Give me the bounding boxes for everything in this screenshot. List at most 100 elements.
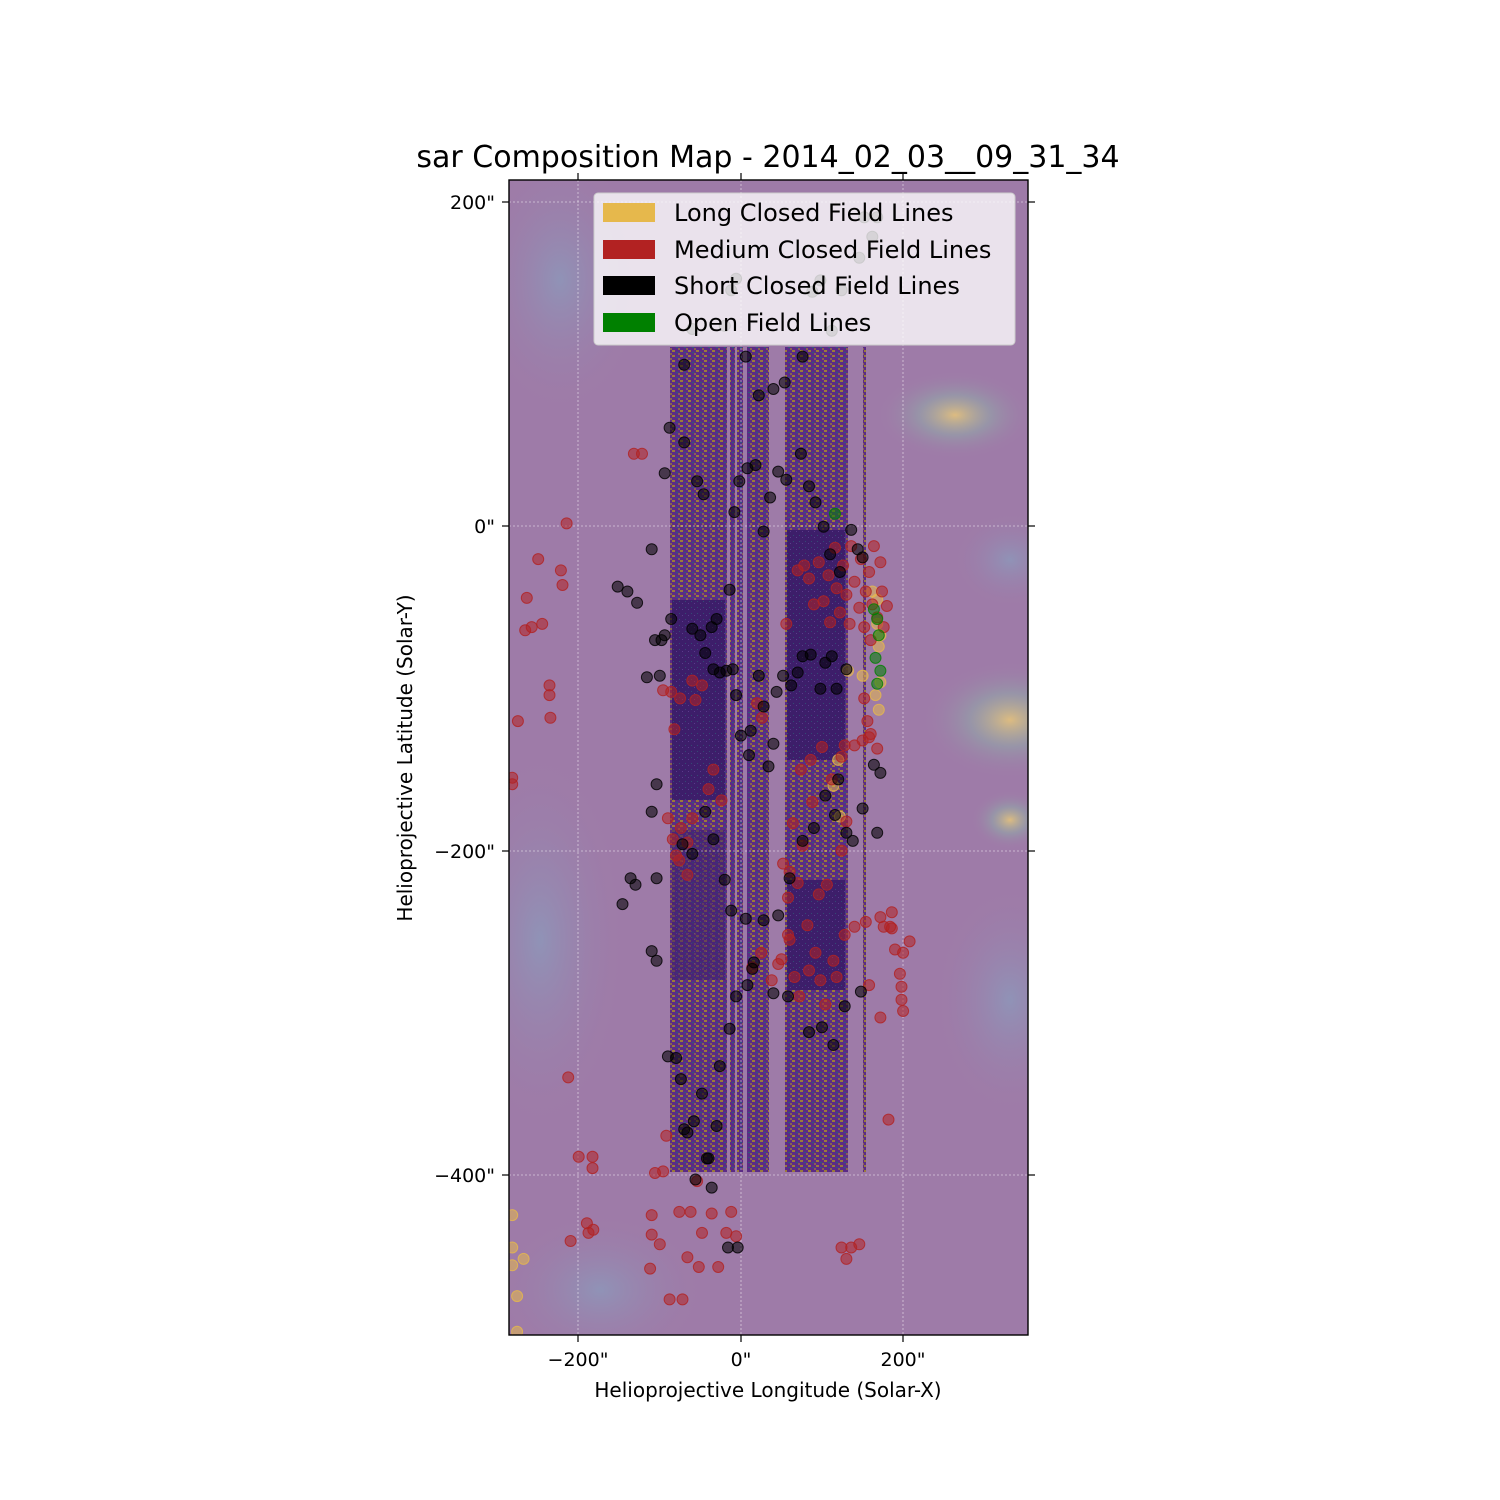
data-point xyxy=(764,491,777,504)
legend-label: Medium Closed Field Lines xyxy=(674,236,991,264)
y-axis-label: Helioprojective Latitude (Solar-Y) xyxy=(393,594,417,921)
data-point xyxy=(874,556,887,569)
data-point xyxy=(782,928,794,941)
data-point xyxy=(509,1259,519,1272)
legend-swatch xyxy=(603,276,655,295)
data-point xyxy=(859,915,872,928)
data-point xyxy=(686,847,699,860)
x-tick-label: 200" xyxy=(880,1349,925,1371)
data-point xyxy=(856,802,869,815)
data-point xyxy=(645,543,658,556)
data-point xyxy=(674,822,687,834)
data-point xyxy=(663,1293,676,1306)
data-point xyxy=(544,711,557,724)
data-point xyxy=(697,488,710,501)
data-point xyxy=(819,789,832,802)
data-point xyxy=(843,617,856,630)
data-point xyxy=(689,1173,702,1186)
data-point xyxy=(640,671,653,684)
data-point xyxy=(796,350,809,363)
data-point xyxy=(733,475,746,488)
data-point xyxy=(673,1205,686,1218)
data-point xyxy=(668,723,681,736)
raster-strip xyxy=(863,347,866,1172)
y-tick-label: −200" xyxy=(434,841,495,863)
data-point xyxy=(871,677,884,690)
data-point xyxy=(804,648,817,661)
data-point xyxy=(723,1022,736,1035)
data-point xyxy=(681,1251,694,1264)
data-point xyxy=(731,1241,744,1254)
data-point xyxy=(796,834,809,847)
data-point xyxy=(840,826,853,839)
data-point xyxy=(694,629,707,642)
data-point xyxy=(803,572,815,585)
data-point xyxy=(798,559,811,572)
data-point xyxy=(803,964,815,977)
data-point xyxy=(525,621,538,634)
data-point xyxy=(803,1026,815,1039)
data-point xyxy=(840,1252,853,1265)
data-point xyxy=(520,591,533,604)
data-point xyxy=(705,1181,718,1194)
data-point xyxy=(794,447,807,460)
data-point xyxy=(696,1226,708,1239)
data-point xyxy=(543,689,556,702)
legend: Long Closed Field Lines Medium Closed Fi… xyxy=(593,192,1016,346)
data-point xyxy=(884,920,897,933)
data-point xyxy=(780,617,793,630)
data-point xyxy=(812,556,825,569)
series-2 xyxy=(611,211,887,1254)
data-point xyxy=(874,664,887,677)
data-point xyxy=(786,817,799,830)
data-point xyxy=(658,629,671,642)
legend-label: Open Field Lines xyxy=(674,309,871,337)
data-point xyxy=(756,711,768,724)
data-point xyxy=(699,647,712,659)
data-point xyxy=(830,971,843,983)
data-point xyxy=(772,909,785,922)
data-point xyxy=(511,1325,524,1335)
data-point xyxy=(869,689,882,702)
data-point xyxy=(835,750,848,763)
data-point xyxy=(854,985,867,998)
data-point xyxy=(874,766,887,779)
data-point xyxy=(780,473,793,486)
data-point xyxy=(893,967,906,980)
data-point xyxy=(554,564,567,577)
data-point xyxy=(532,553,545,566)
data-point xyxy=(509,778,519,791)
map-blob xyxy=(920,660,1028,780)
data-point xyxy=(511,715,524,728)
data-point xyxy=(728,506,741,519)
data-point xyxy=(783,872,796,885)
data-point xyxy=(661,812,674,825)
data-point xyxy=(803,480,815,493)
data-point xyxy=(560,517,573,530)
data-point xyxy=(730,1230,743,1243)
data-point xyxy=(778,376,791,389)
data-point xyxy=(806,796,819,808)
data-point xyxy=(777,669,790,682)
data-point xyxy=(882,1113,895,1126)
data-point xyxy=(832,773,845,786)
data-point xyxy=(629,878,642,891)
data-point xyxy=(723,583,736,596)
y-tick-label: −400" xyxy=(434,1165,495,1187)
data-point xyxy=(755,946,768,959)
data-point xyxy=(788,971,801,983)
data-point xyxy=(752,669,765,682)
data-point xyxy=(666,833,679,846)
data-point xyxy=(829,809,841,821)
legend-label: Short Closed Field Lines xyxy=(674,272,960,300)
data-point xyxy=(734,729,747,742)
legend-swatch xyxy=(603,240,655,259)
data-point xyxy=(871,613,884,625)
data-point xyxy=(814,682,827,695)
data-point xyxy=(663,421,676,434)
data-point xyxy=(827,1039,840,1051)
data-point xyxy=(809,496,822,509)
data-point xyxy=(856,551,869,564)
data-point xyxy=(707,833,720,846)
data-point xyxy=(562,1071,575,1084)
